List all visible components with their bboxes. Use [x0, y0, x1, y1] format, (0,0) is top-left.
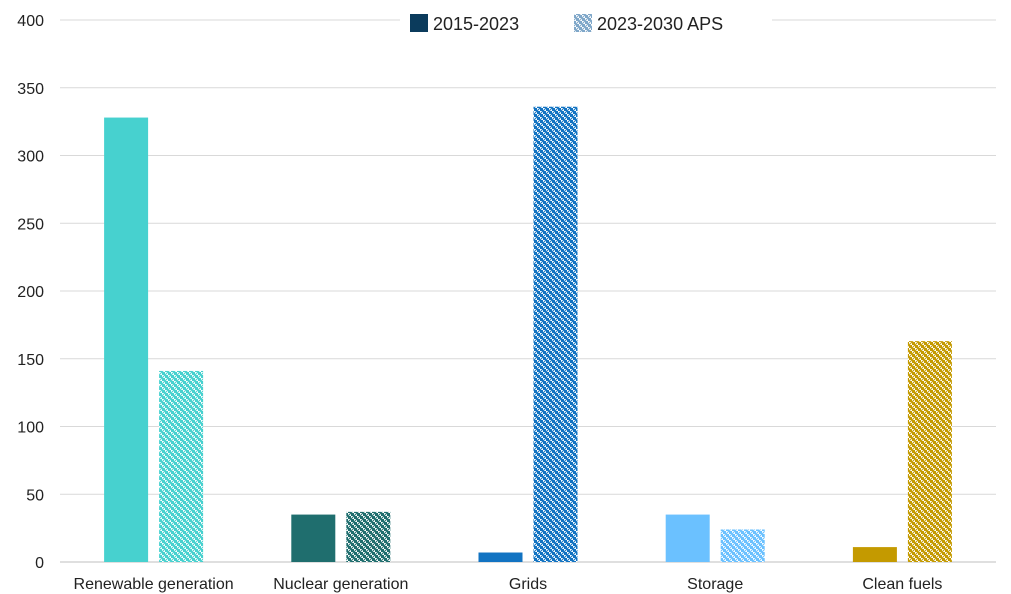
bar-grids-2023-2030-aps — [533, 106, 578, 562]
y-tick-label-300: 300 — [17, 149, 44, 166]
bar-clean-fuels-2015-2023 — [852, 547, 897, 562]
y-tick-label-100: 100 — [17, 420, 44, 437]
x-tick-label-grids: Grids — [509, 576, 547, 593]
bar-clean-fuels-2023-2030-aps — [907, 341, 952, 562]
x-axis: Renewable generation Nuclear generation Gr… — [74, 576, 943, 593]
bar-grids-2015-2023 — [478, 552, 523, 562]
legend-swatch-2015-2023 — [410, 14, 428, 32]
legend-swatch-2023-2030-aps — [574, 14, 592, 32]
bar-renewable-generation-2023-2030-aps — [159, 370, 204, 562]
bars-layer — [104, 106, 952, 562]
legend: 2015-2023 2023-2030 APS — [400, 6, 772, 38]
y-tick-label-50: 50 — [26, 487, 44, 504]
y-tick-label-150: 150 — [17, 352, 44, 369]
x-tick-label-renewable-generation: Renewable generation — [74, 576, 234, 593]
x-tick-label-storage: Storage — [687, 576, 743, 593]
y-tick-label-400: 400 — [17, 13, 44, 30]
y-tick-label-250: 250 — [17, 216, 44, 233]
legend-label-2023-2030-aps: 2023-2030 APS — [597, 14, 723, 34]
bar-nuclear-generation-2023-2030-aps — [346, 511, 391, 562]
grid-layer — [60, 19, 996, 563]
y-tick-label-0: 0 — [35, 555, 44, 572]
bar-renewable-generation-2015-2023 — [104, 117, 149, 562]
bar-storage-2015-2023 — [665, 514, 710, 562]
x-tick-label-nuclear-generation: Nuclear generation — [273, 576, 408, 593]
y-axis: 0 50 100 150 200 250 300 350 400 — [17, 13, 44, 572]
y-tick-label-200: 200 — [17, 284, 44, 301]
bar-storage-2023-2030-aps — [720, 529, 765, 562]
x-tick-label-clean-fuels: Clean fuels — [862, 576, 942, 593]
legend-label-2015-2023: 2015-2023 — [433, 14, 519, 34]
y-tick-label-350: 350 — [17, 81, 44, 98]
bar-nuclear-generation-2015-2023 — [291, 514, 336, 562]
